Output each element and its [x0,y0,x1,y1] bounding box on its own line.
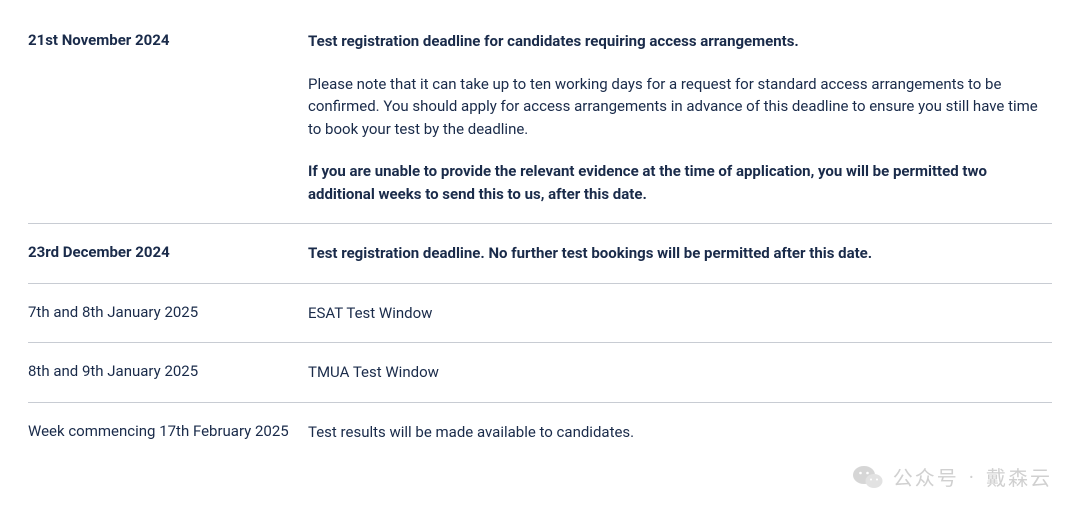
description-paragraph: Test registration deadline. No further t… [308,242,1052,265]
description-paragraph: ESAT Test Window [308,302,1052,325]
table-row: 23rd December 2024 Test registration dea… [28,224,1052,284]
watermark-account: 戴森云 [986,462,1052,491]
description-paragraph: Test results will be made available to c… [308,421,1052,444]
description-cell: TMUA Test Window [308,361,1052,384]
table-row: 7th and 8th January 2025 ESAT Test Windo… [28,284,1052,344]
description-cell: Test results will be made available to c… [308,421,1052,444]
description-cell: Test registration deadline for candidate… [308,30,1052,205]
watermark-label: 公众号 [893,462,959,491]
description-cell: ESAT Test Window [308,302,1052,325]
table-row: 21st November 2024 Test registration dea… [28,30,1052,224]
watermark-separator: · [969,465,976,489]
date-cell: Week commencing 17th February 2025 [28,421,308,444]
description-paragraph: If you are unable to provide the relevan… [308,160,1052,205]
wechat-icon [853,464,883,490]
date-cell: 8th and 9th January 2025 [28,361,308,384]
table-row: 8th and 9th January 2025 TMUA Test Windo… [28,343,1052,403]
date-cell: 23rd December 2024 [28,242,308,265]
description-paragraph: Please note that it can take up to ten w… [308,73,1052,141]
description-cell: Test registration deadline. No further t… [308,242,1052,265]
date-cell: 21st November 2024 [28,30,308,205]
watermark: 公众号 · 戴森云 [853,462,1052,491]
description-paragraph: TMUA Test Window [308,361,1052,384]
date-cell: 7th and 8th January 2025 [28,302,308,325]
timeline-table: 21st November 2024 Test registration dea… [0,0,1080,461]
table-row: Week commencing 17th February 2025 Test … [28,403,1052,462]
description-paragraph: Test registration deadline for candidate… [308,30,1052,53]
